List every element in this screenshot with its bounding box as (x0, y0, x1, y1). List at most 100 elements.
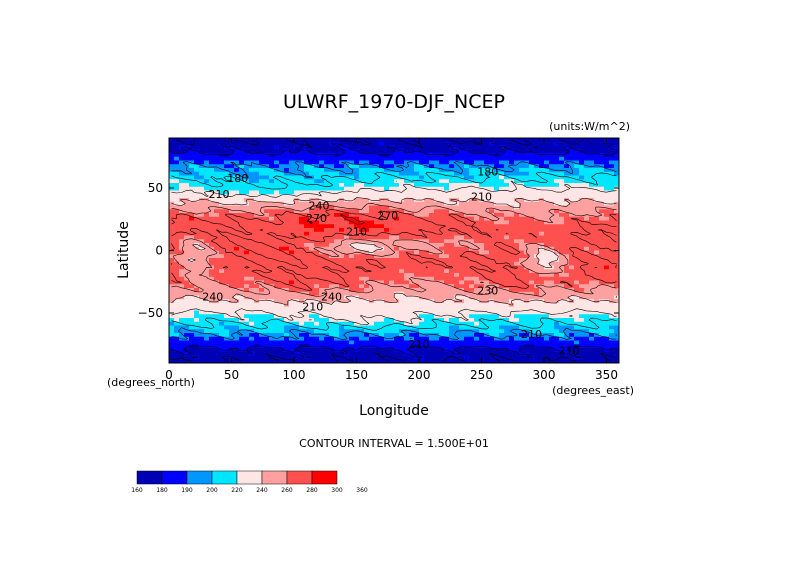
heatmap-cell (274, 164, 280, 169)
heatmap-cell (529, 276, 535, 281)
heatmap-cell (594, 160, 600, 165)
heatmap-cell (354, 303, 360, 308)
heatmap-cell (499, 329, 505, 334)
heatmap-cell (374, 254, 380, 259)
heatmap-cell (609, 246, 615, 251)
heatmap-cell (264, 254, 270, 259)
heatmap-cell (244, 149, 250, 154)
heatmap-cell (319, 231, 325, 236)
heatmap-cell (589, 201, 595, 206)
heatmap-cell (469, 160, 475, 165)
heatmap-cell (284, 273, 290, 278)
heatmap-cell (304, 138, 310, 143)
heatmap-cell (544, 321, 550, 326)
heatmap-cell (224, 198, 230, 203)
heatmap-cell (424, 149, 430, 154)
heatmap-cell (394, 280, 400, 285)
heatmap-cell (194, 314, 200, 319)
heatmap-cell (384, 273, 390, 278)
heatmap-cell (364, 216, 370, 221)
heatmap-cell (414, 291, 420, 296)
heatmap-cell (494, 265, 500, 270)
heatmap-cell (459, 205, 465, 210)
heatmap-cell (564, 160, 570, 165)
heatmap-cell (499, 265, 505, 270)
heatmap-cell (359, 314, 365, 319)
heatmap-cell (289, 201, 295, 206)
heatmap-cell (509, 336, 515, 341)
heatmap-cell (379, 198, 385, 203)
heatmap-cell (169, 183, 175, 188)
heatmap-cell (574, 310, 580, 315)
heatmap-cell (504, 216, 510, 221)
heatmap-cell (324, 250, 330, 255)
heatmap-cell (299, 280, 305, 285)
heatmap-cell (614, 224, 620, 229)
heatmap-cell (179, 164, 185, 169)
heatmap-cell (579, 190, 585, 195)
heatmap-cell (554, 314, 560, 319)
heatmap-cell (569, 295, 575, 300)
heatmap-cell (339, 280, 345, 285)
heatmap-cell (469, 168, 475, 173)
heatmap-cell (564, 288, 570, 293)
heatmap-cell (499, 138, 505, 143)
heatmap-cell (189, 186, 195, 191)
heatmap-cell (544, 216, 550, 221)
heatmap-cell (199, 205, 205, 210)
heatmap-cell (219, 261, 225, 266)
heatmap-cell (564, 138, 570, 143)
heatmap-cell (194, 141, 200, 146)
heatmap-cell (264, 246, 270, 251)
heatmap-cell (364, 220, 370, 225)
heatmap-cell (494, 321, 500, 326)
heatmap-cell (384, 168, 390, 173)
heatmap-cell (234, 303, 240, 308)
heatmap-cell (389, 145, 395, 150)
heatmap-cell (554, 329, 560, 334)
heatmap-cell (239, 261, 245, 266)
heatmap-cell (314, 269, 320, 274)
heatmap-cell (439, 194, 445, 199)
heatmap-cell (369, 168, 375, 173)
heatmap-cell (239, 149, 245, 154)
heatmap-cell (409, 205, 415, 210)
heatmap-cell (409, 220, 415, 225)
heatmap-cell (479, 291, 485, 296)
heatmap-cell (299, 228, 305, 233)
heatmap-cell (484, 156, 490, 161)
heatmap-cell (219, 265, 225, 270)
heatmap-cell (244, 194, 250, 199)
heatmap-cell (324, 265, 330, 270)
heatmap-cell (579, 198, 585, 203)
heatmap-cell (419, 321, 425, 326)
heatmap-cell (434, 276, 440, 281)
heatmap-cell (444, 175, 450, 180)
heatmap-cell (444, 258, 450, 263)
heatmap-cell (349, 303, 355, 308)
heatmap-cell (579, 228, 585, 233)
heatmap-cell (354, 209, 360, 214)
heatmap-cell (499, 291, 505, 296)
heatmap-cell (404, 314, 410, 319)
heatmap-cell (549, 261, 555, 266)
heatmap-cell (509, 231, 515, 236)
heatmap-cell (319, 171, 325, 176)
heatmap-cell (564, 273, 570, 278)
heatmap-cell (554, 168, 560, 173)
heatmap-cell (599, 288, 605, 293)
heatmap-cell (374, 273, 380, 278)
heatmap-cell (384, 265, 390, 270)
heatmap-cell (229, 243, 235, 248)
heatmap-cell (304, 318, 310, 323)
heatmap-cell (169, 325, 175, 330)
heatmap-cell (434, 175, 440, 180)
heatmap-cell (404, 171, 410, 176)
heatmap-cell (529, 183, 535, 188)
heatmap-cell (424, 303, 430, 308)
heatmap-cell (539, 336, 545, 341)
heatmap-cell (509, 288, 515, 293)
heatmap-cell (219, 344, 225, 349)
heatmap-cell (609, 299, 615, 304)
heatmap-cell (324, 243, 330, 248)
